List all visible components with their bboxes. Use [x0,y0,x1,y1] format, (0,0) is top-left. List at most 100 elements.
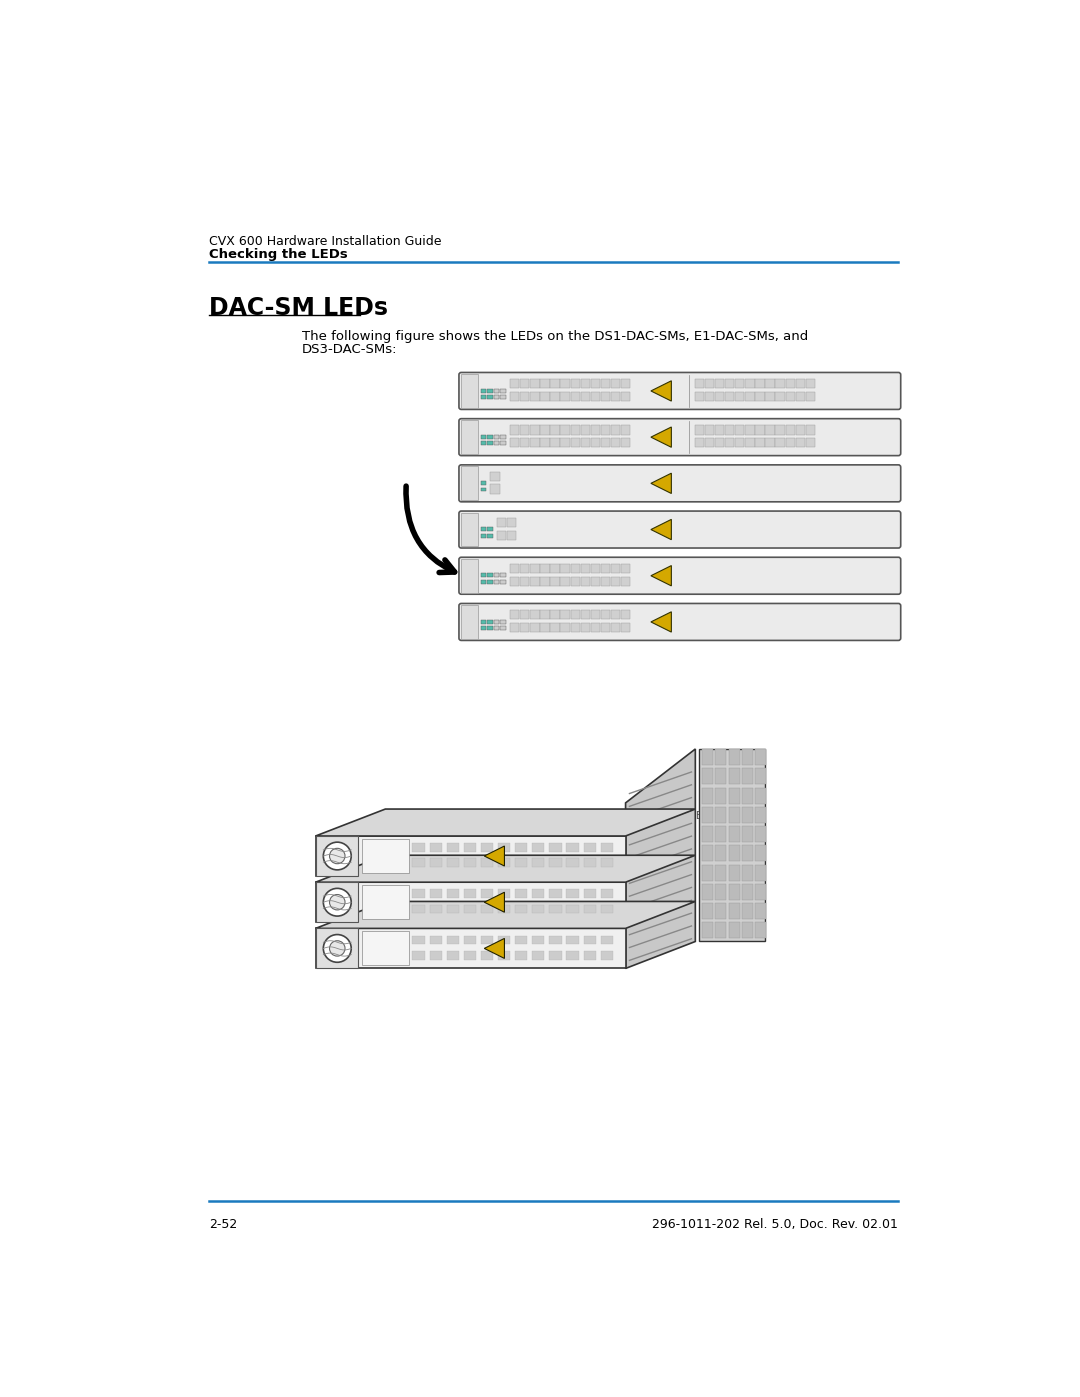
Bar [460,513,477,546]
Bar [481,580,486,584]
Bar [481,434,486,439]
Bar [498,905,510,914]
Bar [500,580,505,584]
Bar [510,564,519,573]
Bar [460,559,477,592]
Polygon shape [484,893,504,912]
Bar [460,467,477,500]
Bar [742,865,753,880]
Bar [755,788,766,803]
Bar [561,393,570,401]
Bar [530,610,540,619]
Bar [567,844,579,852]
Bar [515,951,527,960]
Polygon shape [651,612,672,631]
Bar [694,393,704,401]
Bar [581,393,590,401]
Bar [481,626,486,630]
Bar [583,858,596,868]
Bar [591,577,600,587]
Bar [481,534,486,538]
Bar [494,620,499,623]
Circle shape [329,940,345,956]
Bar [530,564,540,573]
Bar [725,379,734,388]
Bar [430,951,442,960]
Bar [611,439,620,447]
Bar [755,826,766,842]
Bar [621,393,631,401]
Bar [729,749,740,766]
Bar [600,577,610,587]
Bar [551,379,559,388]
Bar [551,577,559,587]
Bar [540,577,550,587]
Bar [530,577,540,587]
Bar [702,807,713,823]
Text: 2-52: 2-52 [208,1218,237,1231]
Bar [600,844,613,852]
Bar [600,858,613,868]
Bar [487,527,492,531]
Bar [600,610,610,619]
Bar [494,574,499,577]
Bar [540,379,550,388]
Bar [481,905,494,914]
Bar [570,425,580,434]
Bar [481,858,494,868]
Bar [611,610,620,619]
Bar [430,905,442,914]
Bar [621,623,631,633]
Bar [755,439,765,447]
Bar [715,922,727,939]
Bar [561,379,570,388]
Bar [694,425,704,434]
Text: Checking the LEDs: Checking the LEDs [208,249,348,261]
Bar [510,425,519,434]
Bar [540,439,550,447]
Bar [729,807,740,823]
Bar [725,393,734,401]
Bar [600,393,610,401]
FancyBboxPatch shape [459,465,901,502]
Bar [755,393,765,401]
Bar [481,395,486,400]
Circle shape [329,894,345,909]
Polygon shape [315,835,625,876]
Text: 296-1011-202 Rel. 5.0, Doc. Rev. 02.01: 296-1011-202 Rel. 5.0, Doc. Rev. 02.01 [652,1218,899,1231]
Bar [621,610,631,619]
Bar [551,439,559,447]
Bar [600,425,610,434]
Polygon shape [699,749,765,942]
Text: The following figure shows the LEDs on the DS1-DAC-SMs, E1-DAC-SMs, and: The following figure shows the LEDs on t… [301,330,808,344]
Bar [729,826,740,842]
Bar [702,749,713,766]
Bar [611,577,620,587]
Polygon shape [651,566,672,585]
Bar [755,379,765,388]
Polygon shape [484,939,504,958]
Bar [460,605,477,638]
Bar [510,623,519,633]
Bar [490,472,500,481]
Bar [581,610,590,619]
Bar [583,890,596,898]
Bar [694,379,704,388]
Bar [463,936,476,944]
Bar [413,905,424,914]
Bar [702,768,713,784]
Bar [755,902,766,919]
Circle shape [323,842,351,870]
Bar [463,951,476,960]
Bar [785,439,795,447]
Bar [481,936,494,944]
Bar [570,610,580,619]
Bar [755,425,765,434]
Bar [702,902,713,919]
Bar [729,884,740,900]
Bar [785,425,795,434]
Bar [766,439,774,447]
Bar [362,840,408,873]
Bar [715,788,727,803]
Bar [567,890,579,898]
